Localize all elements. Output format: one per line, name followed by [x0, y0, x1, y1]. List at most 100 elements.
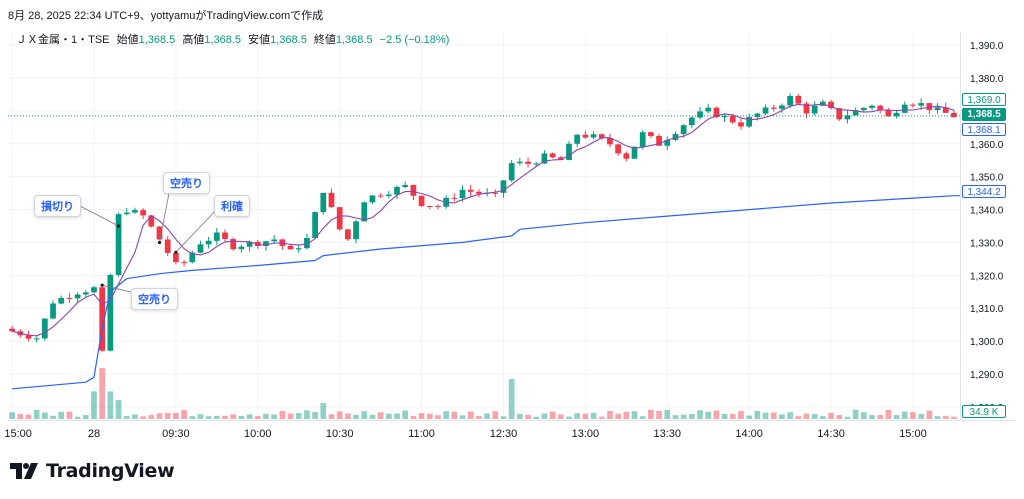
volume-bar — [951, 416, 957, 419]
candle-body — [566, 143, 572, 161]
volume-bar — [901, 411, 908, 419]
tradingview-logo-icon — [10, 463, 38, 479]
volume-bar — [17, 414, 24, 419]
close-label: 終値 — [313, 34, 336, 46]
annotation-leader-lines — [79, 187, 219, 293]
moving-average-line — [11, 103, 955, 337]
volume-bar — [377, 412, 384, 419]
candle-body — [893, 112, 900, 117]
candle-body — [320, 192, 327, 213]
candle-body — [377, 195, 384, 197]
candle-body — [549, 153, 556, 158]
volume-bar — [287, 413, 294, 419]
time-tick-label: 11:00 — [408, 428, 435, 440]
annotation-leader — [175, 207, 219, 253]
volume-bar — [361, 411, 368, 419]
candle-body — [918, 103, 925, 106]
volume-bar — [443, 411, 450, 419]
volume-bar — [680, 414, 687, 419]
annotation-short-2[interactable]: 空売り — [131, 288, 178, 310]
candle-body — [369, 195, 376, 203]
volume-bar — [246, 414, 253, 419]
volume-bar — [418, 413, 425, 419]
last-price-tag: 1,368.5 — [962, 108, 1006, 121]
candle-body — [99, 287, 106, 351]
volume-bar — [893, 415, 900, 419]
volume-bar — [869, 415, 875, 419]
volume-bar — [189, 416, 196, 419]
candle-body — [885, 110, 892, 117]
lower-band-tag: 1,368.1 — [962, 123, 1006, 136]
candle-body — [345, 229, 351, 240]
candle-body — [631, 146, 638, 159]
candle-body — [541, 153, 548, 164]
volume-bar — [426, 413, 433, 419]
volume-bar — [25, 414, 32, 419]
candle-body — [394, 187, 400, 195]
volume-bar — [230, 414, 237, 419]
volume-bar — [918, 413, 925, 419]
volume-bar — [238, 415, 245, 419]
candle-body — [942, 107, 949, 113]
time-axis[interactable]: 15:00 28 09:30 10:00 10:30 11:00 12:30 13:00 13:… — [4, 428, 926, 440]
ohlc-legend: ＪＸ金属・1・TSE 始値1,368.5 高値1,368.5 安値1,368.5… — [16, 31, 449, 47]
candle-body — [680, 125, 687, 135]
volume-bar — [508, 379, 515, 419]
volume-bar — [754, 411, 761, 419]
price-tick-label: 1,300.0 — [970, 337, 1004, 348]
volume-bar — [58, 411, 65, 419]
annotation-take-profit[interactable]: 利確 — [214, 195, 250, 217]
volume-bar — [410, 416, 417, 419]
candle-body — [107, 274, 114, 351]
volume-bar — [279, 410, 286, 419]
candle-body — [451, 197, 458, 199]
tradingview-logo[interactable]: TradingView — [10, 460, 175, 482]
candle-body — [189, 252, 196, 263]
volume-bar — [205, 416, 212, 419]
candle-body — [197, 244, 204, 253]
volume-bar — [598, 416, 605, 419]
candle-body — [770, 107, 777, 109]
candle-body — [205, 240, 212, 245]
volume-bar — [328, 414, 335, 419]
annotation-point — [174, 250, 178, 254]
price-tick-label: 1,350.0 — [970, 173, 1004, 184]
candle-body — [598, 134, 605, 139]
volume-bar — [9, 412, 15, 419]
volume-bar — [549, 411, 556, 419]
vwap-tag: 1,344.2 — [962, 185, 1006, 198]
volume-bar — [582, 413, 589, 419]
volume-bar — [639, 416, 646, 419]
volume-bar — [525, 414, 531, 419]
candle-body — [476, 191, 482, 194]
volume-bar — [91, 391, 97, 419]
candle-body — [811, 105, 818, 114]
candle-body — [525, 161, 531, 164]
volume-tag: 34.9 K — [962, 405, 1006, 418]
candle-body — [426, 206, 433, 208]
candle-body — [705, 107, 712, 112]
price-tick-label: 1,360.0 — [970, 140, 1004, 151]
candle-body — [385, 194, 392, 196]
symbol-label[interactable]: ＪＸ金属・1・TSE — [16, 34, 110, 46]
price-tick-label: 1,330.0 — [970, 238, 1004, 249]
volume-bar — [557, 414, 564, 419]
candle-body — [58, 297, 65, 304]
volume-bar — [803, 413, 810, 419]
annotation-stop-loss[interactable]: 損切り — [34, 195, 81, 217]
candle-body — [500, 180, 507, 193]
candle-body — [762, 107, 769, 114]
candle-body — [41, 318, 48, 339]
candle-body — [738, 122, 744, 127]
annotation-short-1[interactable]: 空売り — [163, 172, 210, 194]
volume-bar — [623, 411, 630, 419]
tradingview-logo-text: TradingView — [46, 460, 175, 482]
candle-body — [574, 134, 581, 144]
volume-bar — [66, 411, 73, 419]
candle-body — [828, 101, 834, 109]
candle-body — [787, 96, 793, 106]
annotation-point — [116, 224, 121, 228]
volume-bar — [541, 413, 548, 419]
price-tick-label: 1,310.0 — [970, 304, 1004, 315]
